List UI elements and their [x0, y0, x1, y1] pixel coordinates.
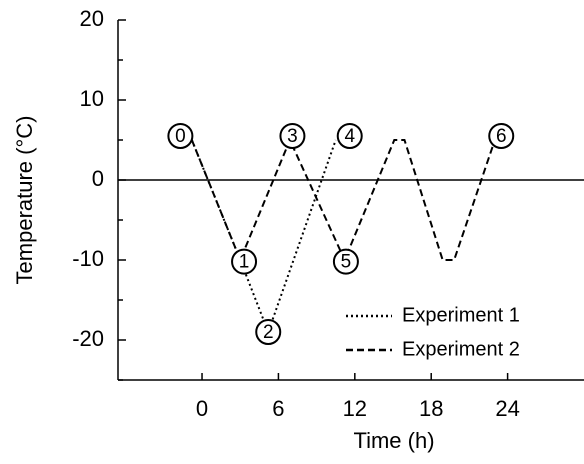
x-tick-label: 18 — [419, 396, 443, 421]
annotation-label: 0 — [175, 126, 186, 147]
x-tick-label: 12 — [343, 396, 367, 421]
line-series — [190, 139, 337, 335]
y-tick-label: 0 — [92, 166, 104, 191]
y-tick-label: 10 — [80, 86, 104, 111]
x-axis-label: Time (h) — [353, 428, 434, 453]
annotation-circle — [488, 123, 515, 149]
x-tick-label: 6 — [272, 396, 284, 421]
annotation-label: 6 — [496, 126, 507, 147]
annotation-circle — [336, 123, 363, 149]
x-tick-label: 24 — [495, 396, 519, 421]
annotation-label: 4 — [344, 126, 355, 147]
y-tick-label: -10 — [72, 246, 104, 271]
legend-label: Experiment 1 — [402, 304, 520, 326]
y-axis-label: Temperature (°C) — [12, 116, 37, 285]
annotation-label: 3 — [287, 126, 298, 147]
annotation-circle — [332, 248, 359, 275]
x-tick-label: 0 — [196, 396, 208, 421]
annotation-label: 2 — [263, 322, 274, 343]
annotation-label: 5 — [341, 252, 352, 273]
annotation-circle — [231, 248, 258, 275]
legend-label: Experiment 2 — [402, 338, 520, 360]
line-series — [190, 137, 496, 263]
annotation-label: 1 — [239, 252, 250, 273]
annotation-circle — [279, 123, 306, 149]
y-tick-label: -20 — [72, 326, 104, 351]
y-tick-label: 20 — [80, 6, 104, 31]
annotation-circle — [255, 319, 282, 345]
annotation-circle — [167, 123, 194, 149]
